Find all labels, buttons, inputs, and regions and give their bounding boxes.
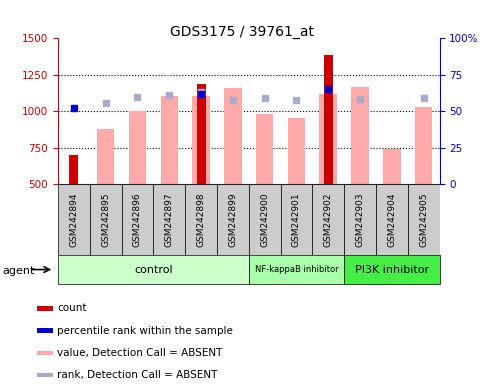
Text: count: count: [57, 303, 87, 313]
Bar: [160, 96, 178, 184]
Bar: [97, 129, 114, 184]
Bar: [58, 184, 90, 255]
Text: rank, Detection Call = ABSENT: rank, Detection Call = ABSENT: [57, 370, 218, 380]
Text: GSM242896: GSM242896: [133, 192, 142, 247]
Text: GSM242899: GSM242899: [228, 192, 237, 247]
Bar: [197, 84, 205, 184]
Bar: [224, 88, 242, 184]
Text: NF-kappaB inhibitor: NF-kappaB inhibitor: [255, 265, 338, 274]
Bar: [313, 184, 344, 255]
Bar: [217, 184, 249, 255]
Bar: [38, 328, 54, 333]
Bar: [376, 184, 408, 255]
Text: control: control: [134, 265, 172, 275]
Bar: [249, 255, 344, 284]
Text: GDS3175 / 39761_at: GDS3175 / 39761_at: [170, 25, 313, 39]
Bar: [408, 184, 440, 255]
Text: value, Detection Call = ABSENT: value, Detection Call = ABSENT: [57, 348, 223, 358]
Bar: [351, 87, 369, 184]
Text: GSM242900: GSM242900: [260, 192, 269, 247]
Text: percentile rank within the sample: percentile rank within the sample: [57, 326, 233, 336]
Text: GSM242903: GSM242903: [355, 192, 365, 247]
Bar: [344, 184, 376, 255]
Bar: [249, 184, 281, 255]
Text: GSM242897: GSM242897: [165, 192, 174, 247]
Bar: [319, 94, 337, 184]
Text: GSM242905: GSM242905: [419, 192, 428, 247]
Bar: [256, 114, 273, 184]
Bar: [281, 184, 313, 255]
Bar: [122, 184, 154, 255]
Text: GSM242894: GSM242894: [70, 193, 78, 247]
Text: PI3K inhibitor: PI3K inhibitor: [355, 265, 429, 275]
Text: GSM242904: GSM242904: [387, 193, 397, 247]
Bar: [192, 96, 210, 184]
Text: GSM242895: GSM242895: [101, 192, 110, 247]
Text: agent: agent: [2, 266, 35, 276]
Text: GSM242902: GSM242902: [324, 193, 333, 247]
Bar: [415, 107, 432, 184]
Bar: [58, 255, 249, 284]
Bar: [324, 55, 333, 184]
Bar: [38, 351, 54, 355]
Text: GSM242901: GSM242901: [292, 192, 301, 247]
Bar: [185, 184, 217, 255]
Bar: [90, 184, 122, 255]
Bar: [70, 155, 78, 184]
Bar: [288, 118, 305, 184]
Bar: [128, 111, 146, 184]
Bar: [38, 373, 54, 377]
Bar: [38, 306, 54, 311]
Bar: [154, 184, 185, 255]
Bar: [383, 149, 400, 184]
Text: GSM242898: GSM242898: [197, 192, 206, 247]
Bar: [344, 255, 440, 284]
